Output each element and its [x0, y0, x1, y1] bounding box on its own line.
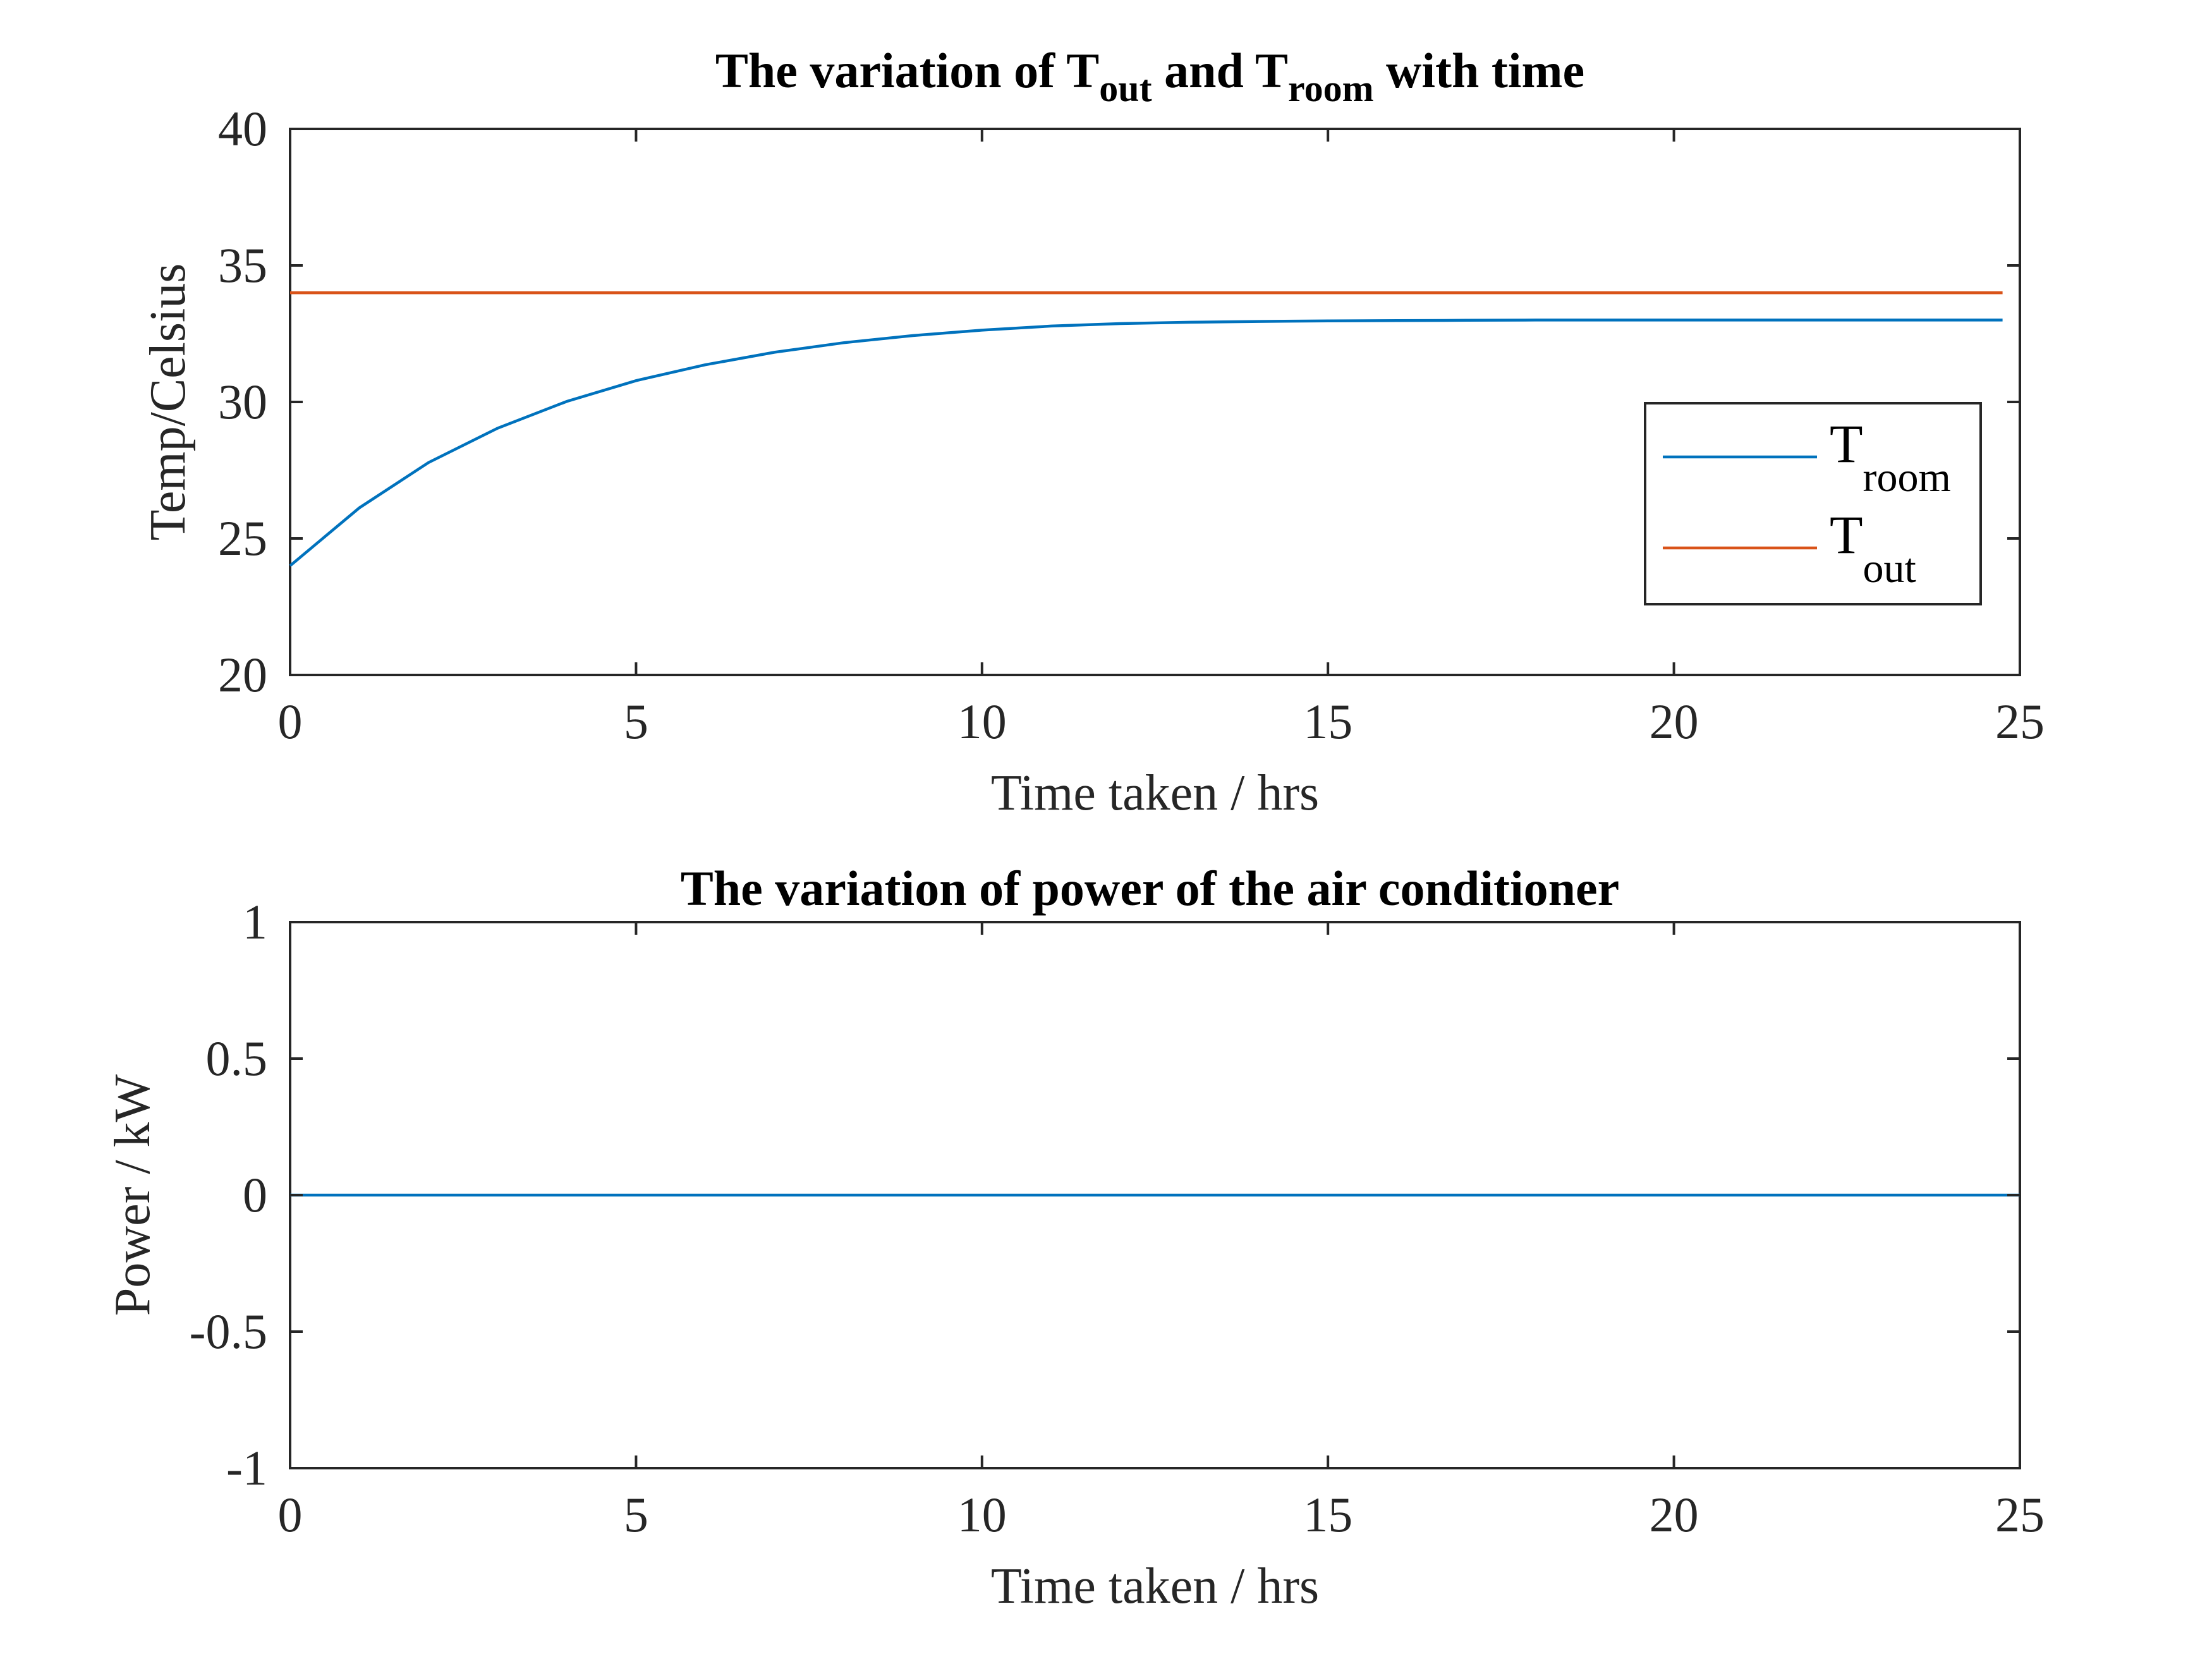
x-tick-label: 10: [957, 694, 1007, 749]
x-tick-label: 0: [278, 1487, 303, 1542]
x-tick-label: 15: [1303, 694, 1352, 749]
power-ticks: 0 5 10 15 20 25 -1 -0.5 0 0.5 1: [190, 894, 2045, 1542]
x-tick-label: 20: [1650, 1487, 1699, 1542]
legend-label-room: Troom: [1830, 413, 1951, 501]
power-chart-title: The variation of power of the air condit…: [681, 861, 1620, 916]
y-tick-label: 20: [218, 647, 267, 702]
y-tick-label: 25: [218, 511, 267, 566]
legend-label-subscript: room: [1863, 454, 1951, 501]
y-tick-label: 0.5: [206, 1031, 268, 1086]
legend-label-base: T: [1830, 413, 1863, 474]
power-x-axis-label: Time taken / hrs: [991, 1559, 1319, 1614]
y-tick-label: 40: [218, 101, 267, 156]
x-tick-label: 5: [624, 1487, 648, 1542]
y-tick-label: 35: [218, 238, 267, 293]
x-tick-label: 20: [1650, 694, 1699, 749]
x-tick-label: 5: [624, 694, 648, 749]
power-y-axis-label: Power / kW: [105, 1074, 161, 1316]
temperature-series-layer: [289, 291, 2003, 567]
x-tick-label: 15: [1303, 1487, 1352, 1542]
legend-label-out: Tout: [1830, 504, 1916, 592]
temperature-chart-title: The variation of Tout and Troom with tim…: [715, 43, 1584, 109]
power-subplot: 0 5 10 15 20 25 -1 -0.5 0 0.5 1 The variation of p…: [105, 861, 2045, 1614]
temperature-x-axis-label: Time taken / hrs: [991, 765, 1319, 821]
title-part: room: [1288, 68, 1374, 109]
title-part: The variation of T: [715, 43, 1099, 98]
temperature-ticks: 0 5 10 15 20 25 20 25 30 35 40: [218, 101, 2045, 749]
title-part: with time: [1374, 43, 1585, 98]
title-part: and T: [1152, 43, 1288, 98]
x-tick-label: 10: [957, 1487, 1007, 1542]
series-line-room: [289, 319, 2003, 567]
x-tick-label: 25: [1995, 694, 2045, 749]
legend-label-base: T: [1830, 504, 1863, 565]
title-part: out: [1099, 68, 1152, 109]
x-tick-label: 25: [1995, 1487, 2045, 1542]
temperature-y-axis-label: Temp/Celsius: [140, 264, 196, 541]
y-tick-label: -1: [226, 1440, 267, 1495]
y-tick-label: 1: [243, 894, 267, 949]
y-tick-label: -0.5: [190, 1304, 267, 1359]
legend-box: [1644, 402, 1982, 605]
y-tick-label: 30: [218, 374, 267, 429]
x-tick-label: 0: [278, 694, 303, 749]
y-tick-label: 0: [243, 1167, 267, 1222]
legend-label-subscript: out: [1863, 545, 1916, 592]
title-part: The variation of power of the air condit…: [681, 861, 1620, 916]
